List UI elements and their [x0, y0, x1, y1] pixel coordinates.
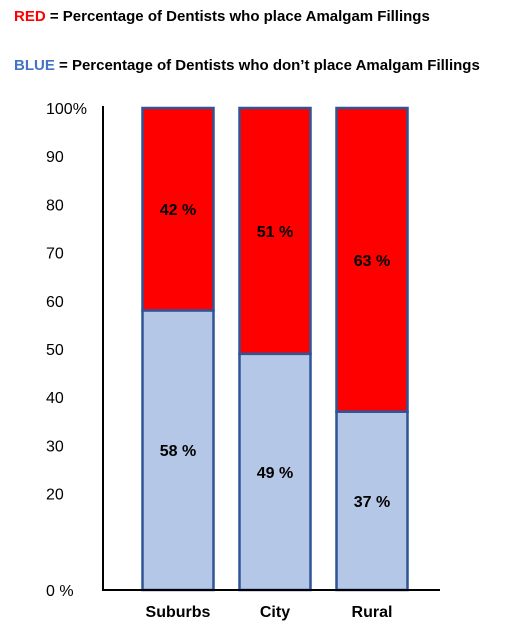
bars-layer: [141, 106, 409, 592]
bar-city-series-0: [238, 352, 312, 592]
y-tick-label-90: 90: [46, 149, 64, 166]
data-label-city-series-0: 49 %: [257, 465, 293, 482]
data-label-suburbs-series-1: 42 %: [160, 202, 196, 219]
bar-suburbs-series-1: [141, 106, 215, 312]
y-tick-label-20: 20: [46, 487, 64, 504]
data-label-suburbs-series-0: 58 %: [160, 443, 196, 460]
y-tick-label-50: 50: [46, 342, 64, 359]
category-label-suburbs: Suburbs: [146, 604, 211, 621]
legend-red-key: RED: [14, 8, 46, 25]
data-label-rural-series-0: 37 %: [354, 494, 390, 511]
legend-red-text: = Percentage of Dentists who place Amalg…: [49, 8, 430, 25]
labels-layer: 58 % 42 % Suburbs 49 % 51 % City 37 % 63 % Rural: [146, 202, 393, 621]
bar-rural-series-0: [335, 410, 409, 592]
y-tick-label-0: 0 %: [46, 583, 74, 600]
category-label-rural: Rural: [352, 604, 393, 621]
y-tick-label-60: 60: [46, 294, 64, 311]
y-tick-label-80: 80: [46, 197, 64, 214]
axes-layer: 0 % 20 30 40 50 60 70 80 90 100%: [46, 101, 440, 600]
bar-suburbs-series-0: [141, 309, 215, 592]
y-tick-label-70: 70: [46, 246, 64, 263]
legend-red: RED = Percentage of Dentists who place A…: [14, 8, 430, 25]
y-tick-label-100: 100%: [46, 101, 87, 118]
legend-blue-key: BLUE: [14, 57, 55, 74]
legend-blue: BLUE = Percentage of Dentists who don’t …: [14, 57, 480, 74]
data-label-city-series-1: 51 %: [257, 224, 293, 241]
bar-rural-series-1: [335, 106, 409, 413]
bar-city-series-1: [238, 106, 312, 356]
y-tick-label-30: 30: [46, 438, 64, 455]
category-label-city: City: [260, 604, 290, 621]
data-label-rural-series-1: 63 %: [354, 253, 390, 270]
y-tick-label-40: 40: [46, 390, 64, 407]
legend-blue-text: = Percentage of Dentists who don’t place…: [59, 57, 480, 74]
